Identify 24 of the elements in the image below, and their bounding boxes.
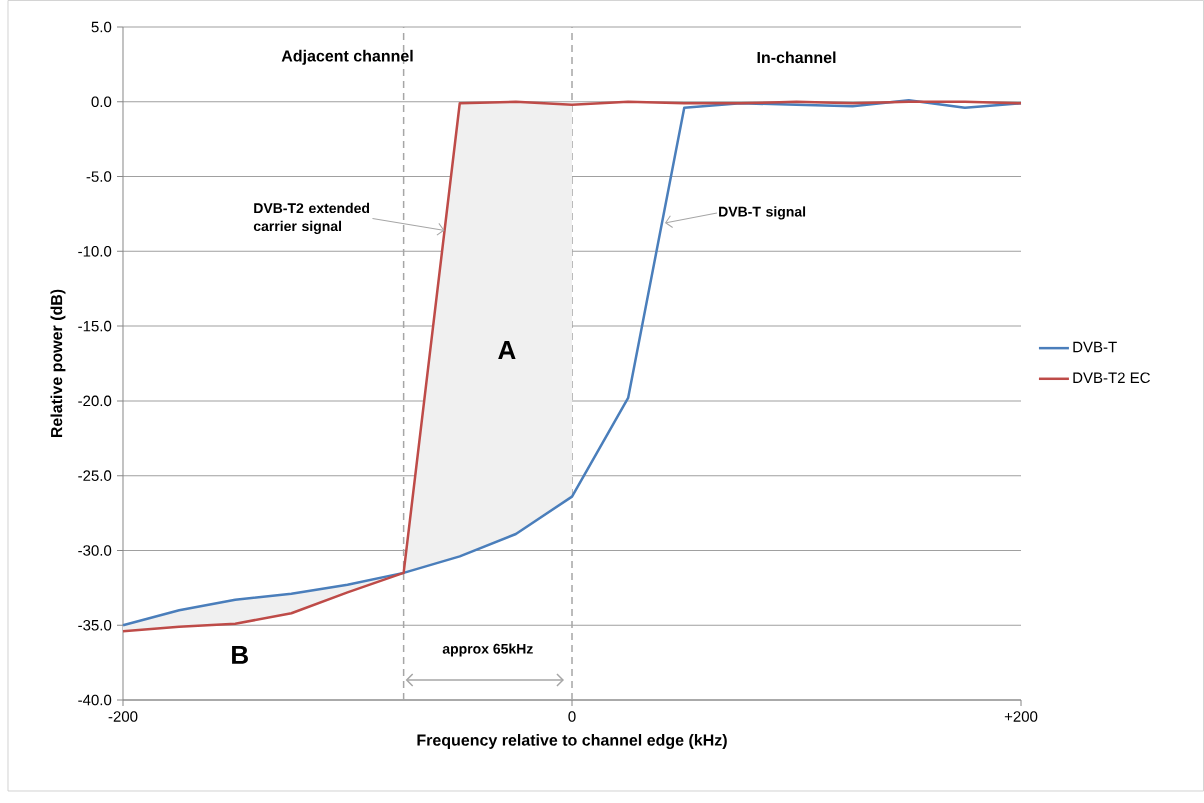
annotation: B — [232, 645, 248, 664]
y-tick-label: 0.0 — [91, 96, 112, 108]
y-tick-label: -5.0 — [86, 171, 112, 182]
x-tick-label: +200 — [1004, 711, 1038, 722]
y-tick-label: -40.0 — [78, 694, 112, 706]
y-tick-label: -20.0 — [78, 395, 112, 407]
y-tick-label: -35.0 — [78, 619, 112, 631]
y-axis-title: Relative power (dB) — [50, 289, 66, 438]
annotation: DVB-T signal — [719, 206, 806, 220]
legend-label: DVB-T2 EC — [1073, 372, 1150, 384]
x-tick-label: 0 — [568, 711, 576, 722]
annotation: In-channel — [757, 51, 836, 64]
y-tick-label: 5.0 — [91, 21, 112, 33]
legend-label: DVB-T — [1073, 341, 1117, 353]
annotation: DVB-T2 extended carrier signal — [253, 202, 370, 234]
y-tick-label: -30.0 — [78, 545, 112, 556]
x-axis-title: Frequency relative to channel edge (kHz) — [417, 734, 727, 749]
annotation: A — [498, 341, 516, 359]
y-tick-label: -10.0 — [78, 246, 112, 257]
annotation: Adjacent channel — [281, 49, 413, 65]
y-tick-label: -15.0 — [78, 320, 112, 332]
annotation: approx 65kHz — [442, 643, 533, 657]
y-tick-label: -25.0 — [78, 470, 112, 481]
x-tick-label: -200 — [108, 711, 138, 722]
